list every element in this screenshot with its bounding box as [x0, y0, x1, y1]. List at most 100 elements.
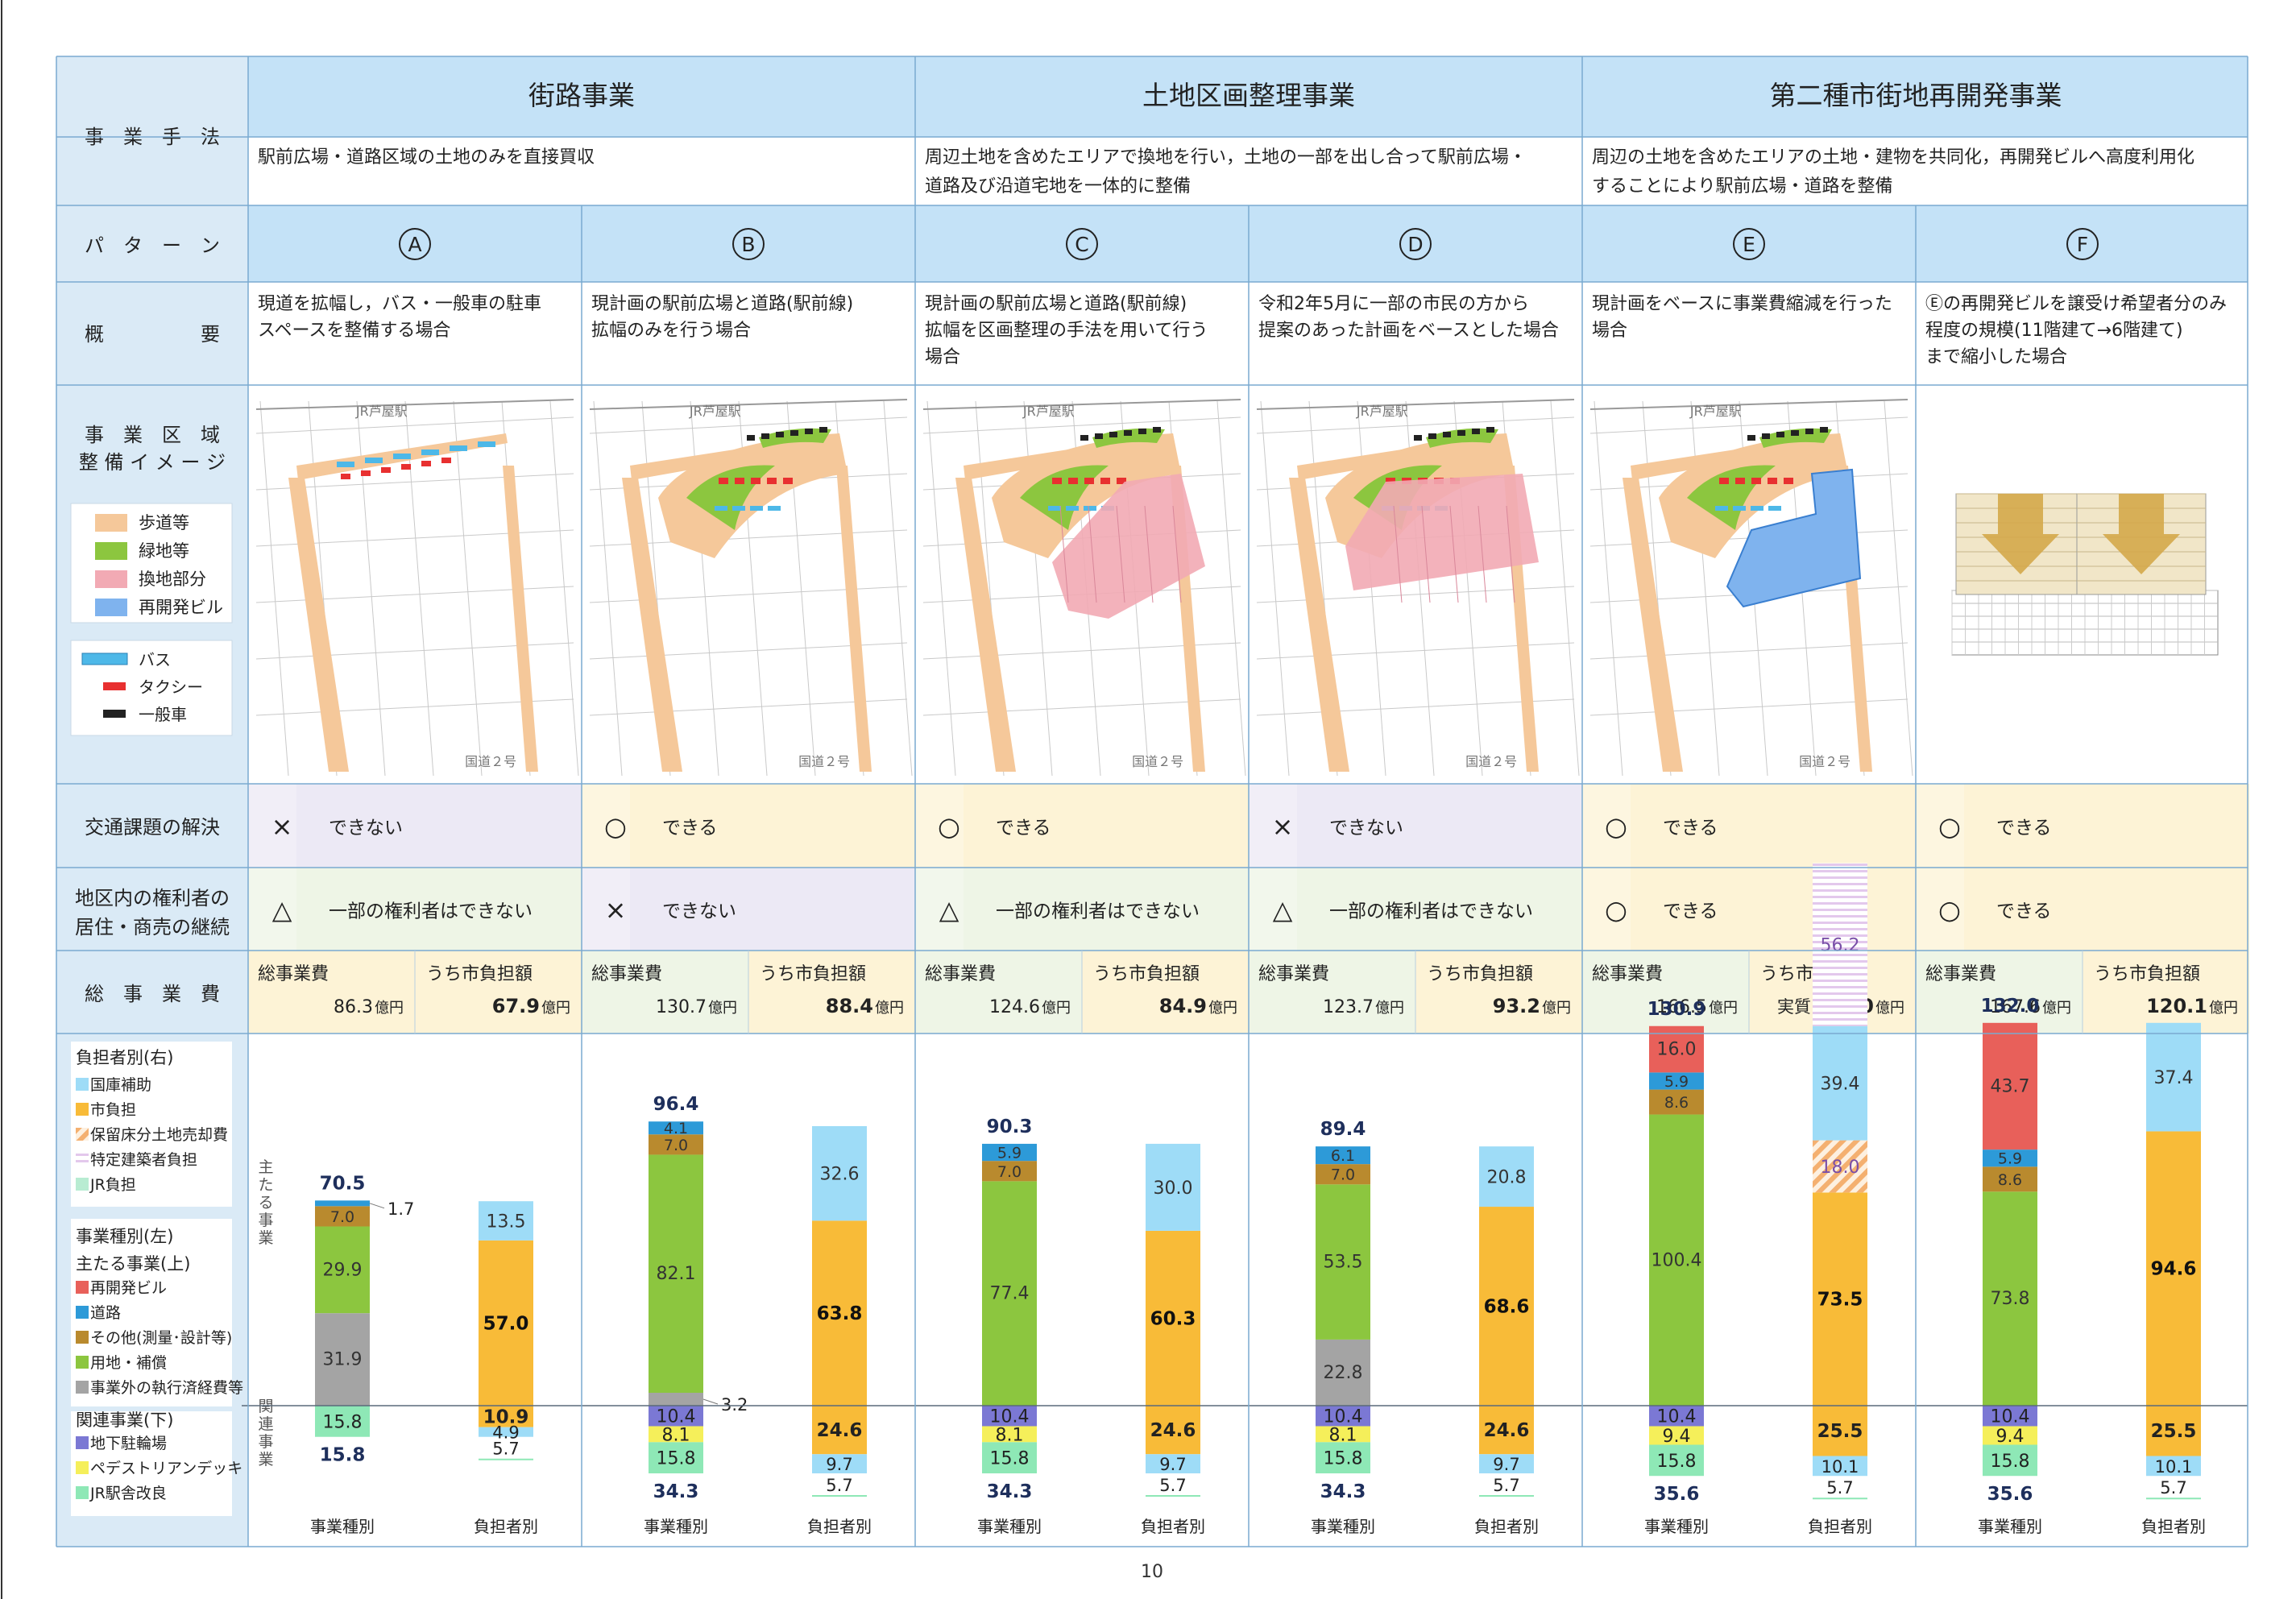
bar-chikachurin — [1649, 1406, 1704, 1427]
cost-city-label: うち市負担額 — [1427, 964, 1533, 984]
car-icon — [103, 710, 126, 718]
bar-total-related: 34.3 — [653, 1481, 699, 1502]
swatch-shi — [76, 1103, 89, 1116]
bus — [1066, 506, 1079, 511]
car — [747, 435, 755, 441]
sidewalk — [955, 478, 1016, 772]
vehicle-label-2: タクシー — [139, 677, 203, 697]
taxi — [1768, 478, 1777, 484]
bar-jigyogai — [649, 1393, 703, 1406]
bar-total-related: 34.3 — [987, 1481, 1033, 1502]
bar-deck — [1983, 1426, 2037, 1445]
bar-kokko — [1146, 1454, 1200, 1474]
lot-line — [1116, 505, 1125, 603]
bar-sonota — [1983, 1166, 2037, 1192]
bar-tokutei — [1813, 863, 1867, 1026]
swatch-kokko — [76, 1078, 89, 1091]
cost-city-prefix: 実質 — [1777, 997, 1811, 1017]
legend-jigyogai: 事業外の執行済経費等 — [90, 1379, 243, 1397]
cost-total-value: 130.7 — [656, 997, 707, 1017]
legend-jr: JR負担 — [89, 1176, 136, 1194]
taxi — [421, 461, 431, 466]
bar-shi — [2146, 1131, 2201, 1406]
side-label-main: 事 — [258, 1212, 273, 1229]
bar-kokko — [2146, 1022, 2201, 1132]
site-map-image — [1917, 387, 2248, 782]
bar-value-deck: 8.1 — [662, 1425, 690, 1445]
traffic-text: できない — [329, 818, 403, 839]
pattern-circle — [2066, 228, 2099, 260]
bar-doro — [315, 1200, 370, 1207]
station-label: JR芦屋駅 — [1022, 404, 1075, 419]
pattern-letter: D — [1407, 233, 1423, 256]
symbol-cell — [1582, 868, 1631, 951]
swatch-saikaihatsu — [76, 1281, 89, 1294]
bar-value-kokko: 30.0 — [1154, 1179, 1193, 1199]
map-line — [883, 400, 913, 777]
map-line — [589, 698, 908, 716]
category-label: 負担者別 — [1808, 1517, 1872, 1536]
side-label-related: 関 — [258, 1398, 273, 1415]
bar-shi — [812, 1220, 867, 1406]
taxi — [441, 458, 451, 463]
car — [1080, 435, 1088, 441]
station-label: JR芦屋駅 — [689, 404, 741, 419]
bar-value-sonota: 8.6 — [1998, 1171, 2022, 1189]
station-label: JR芦屋駅 — [355, 404, 408, 419]
traffic-symbol: ○ — [604, 811, 627, 842]
bus — [1048, 506, 1061, 511]
bar-value-shi: 57.0 — [483, 1313, 529, 1334]
bar-total-related: 35.6 — [1654, 1484, 1700, 1505]
symbol-cell — [1916, 784, 1964, 868]
bar-ekisha — [982, 1442, 1037, 1474]
bar-sonota — [649, 1134, 703, 1155]
car — [1138, 429, 1146, 434]
category-label: 事業種別 — [1311, 1517, 1375, 1536]
lot-line — [1393, 505, 1403, 603]
bus — [478, 441, 495, 447]
map-line — [255, 698, 574, 716]
bar-value-doro: 5.9 — [1664, 1073, 1689, 1091]
bar-value-ekisha: 15.8 — [990, 1449, 1030, 1469]
legend-swatch-4 — [95, 599, 127, 616]
car — [1428, 433, 1436, 439]
lot-line — [1144, 505, 1154, 603]
bus — [365, 458, 383, 463]
bus — [1715, 506, 1728, 511]
bar-yochi — [649, 1154, 703, 1393]
page-number: 10 — [1141, 1562, 1163, 1582]
pattern-chart: 73.8 8.6 5.9 43.7 132.0 10.49.4 15.8 35.6 94.6 37… — [1978, 996, 2206, 1536]
bar-doro — [1649, 1072, 1704, 1090]
rights-symbol: △ — [272, 895, 292, 926]
sidewalk — [503, 466, 538, 772]
sidewalk — [288, 478, 349, 772]
bar-sonota — [982, 1161, 1037, 1182]
bar-kokko — [812, 1125, 867, 1221]
sidewalk — [1289, 478, 1349, 772]
side-label-main: た — [258, 1176, 273, 1194]
overview-text: まで縮小した場合 — [1925, 347, 2067, 367]
rights-text: 一部の権利者はできない — [1329, 901, 1533, 922]
bar-value-sonota: 7.0 — [330, 1208, 354, 1226]
road-label: 国道２号 — [1132, 754, 1183, 769]
category-label: 負担者別 — [474, 1517, 538, 1536]
cost-total-bg — [1582, 951, 1749, 1034]
category-label: 負担者別 — [807, 1517, 872, 1536]
swatch-sonota — [76, 1331, 89, 1344]
car — [790, 430, 798, 436]
bar-total-main: 70.5 — [320, 1173, 366, 1194]
leader-line — [369, 1203, 385, 1209]
overview-text: 拡幅を区画整理の手法を用いて行う — [925, 321, 1208, 341]
swatch-chikachurin — [76, 1436, 89, 1449]
cost-unit: 億円 — [1875, 1000, 1904, 1017]
bar-total-related: 15.8 — [320, 1445, 366, 1466]
side-label-main: 主 — [258, 1158, 273, 1176]
category-label: 事業種別 — [310, 1517, 375, 1536]
bar-value-yochi: 73.8 — [1991, 1289, 2030, 1309]
legend-swatch-1 — [95, 514, 127, 532]
map-line — [1260, 400, 1290, 777]
